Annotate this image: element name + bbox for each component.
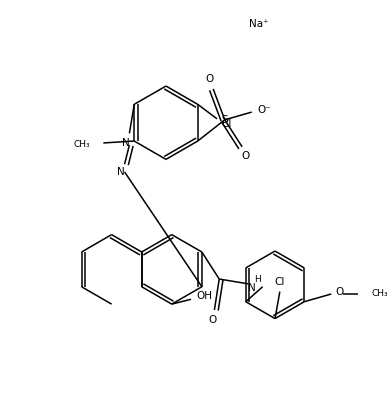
- Text: N: N: [117, 167, 125, 177]
- Text: O: O: [205, 74, 213, 84]
- Text: O: O: [335, 287, 343, 297]
- Text: Cl: Cl: [222, 119, 232, 129]
- Text: N: N: [122, 138, 130, 148]
- Text: CH₃: CH₃: [372, 290, 388, 299]
- Text: Cl: Cl: [275, 277, 285, 287]
- Text: O: O: [242, 151, 250, 162]
- Text: OH: OH: [197, 292, 213, 301]
- Text: O: O: [208, 314, 217, 325]
- Text: S: S: [222, 115, 228, 125]
- Text: N: N: [248, 283, 256, 293]
- Text: Na⁺: Na⁺: [249, 19, 268, 29]
- Text: CH₃: CH₃: [73, 140, 90, 149]
- Text: O⁻: O⁻: [258, 105, 271, 115]
- Text: H: H: [255, 275, 261, 284]
